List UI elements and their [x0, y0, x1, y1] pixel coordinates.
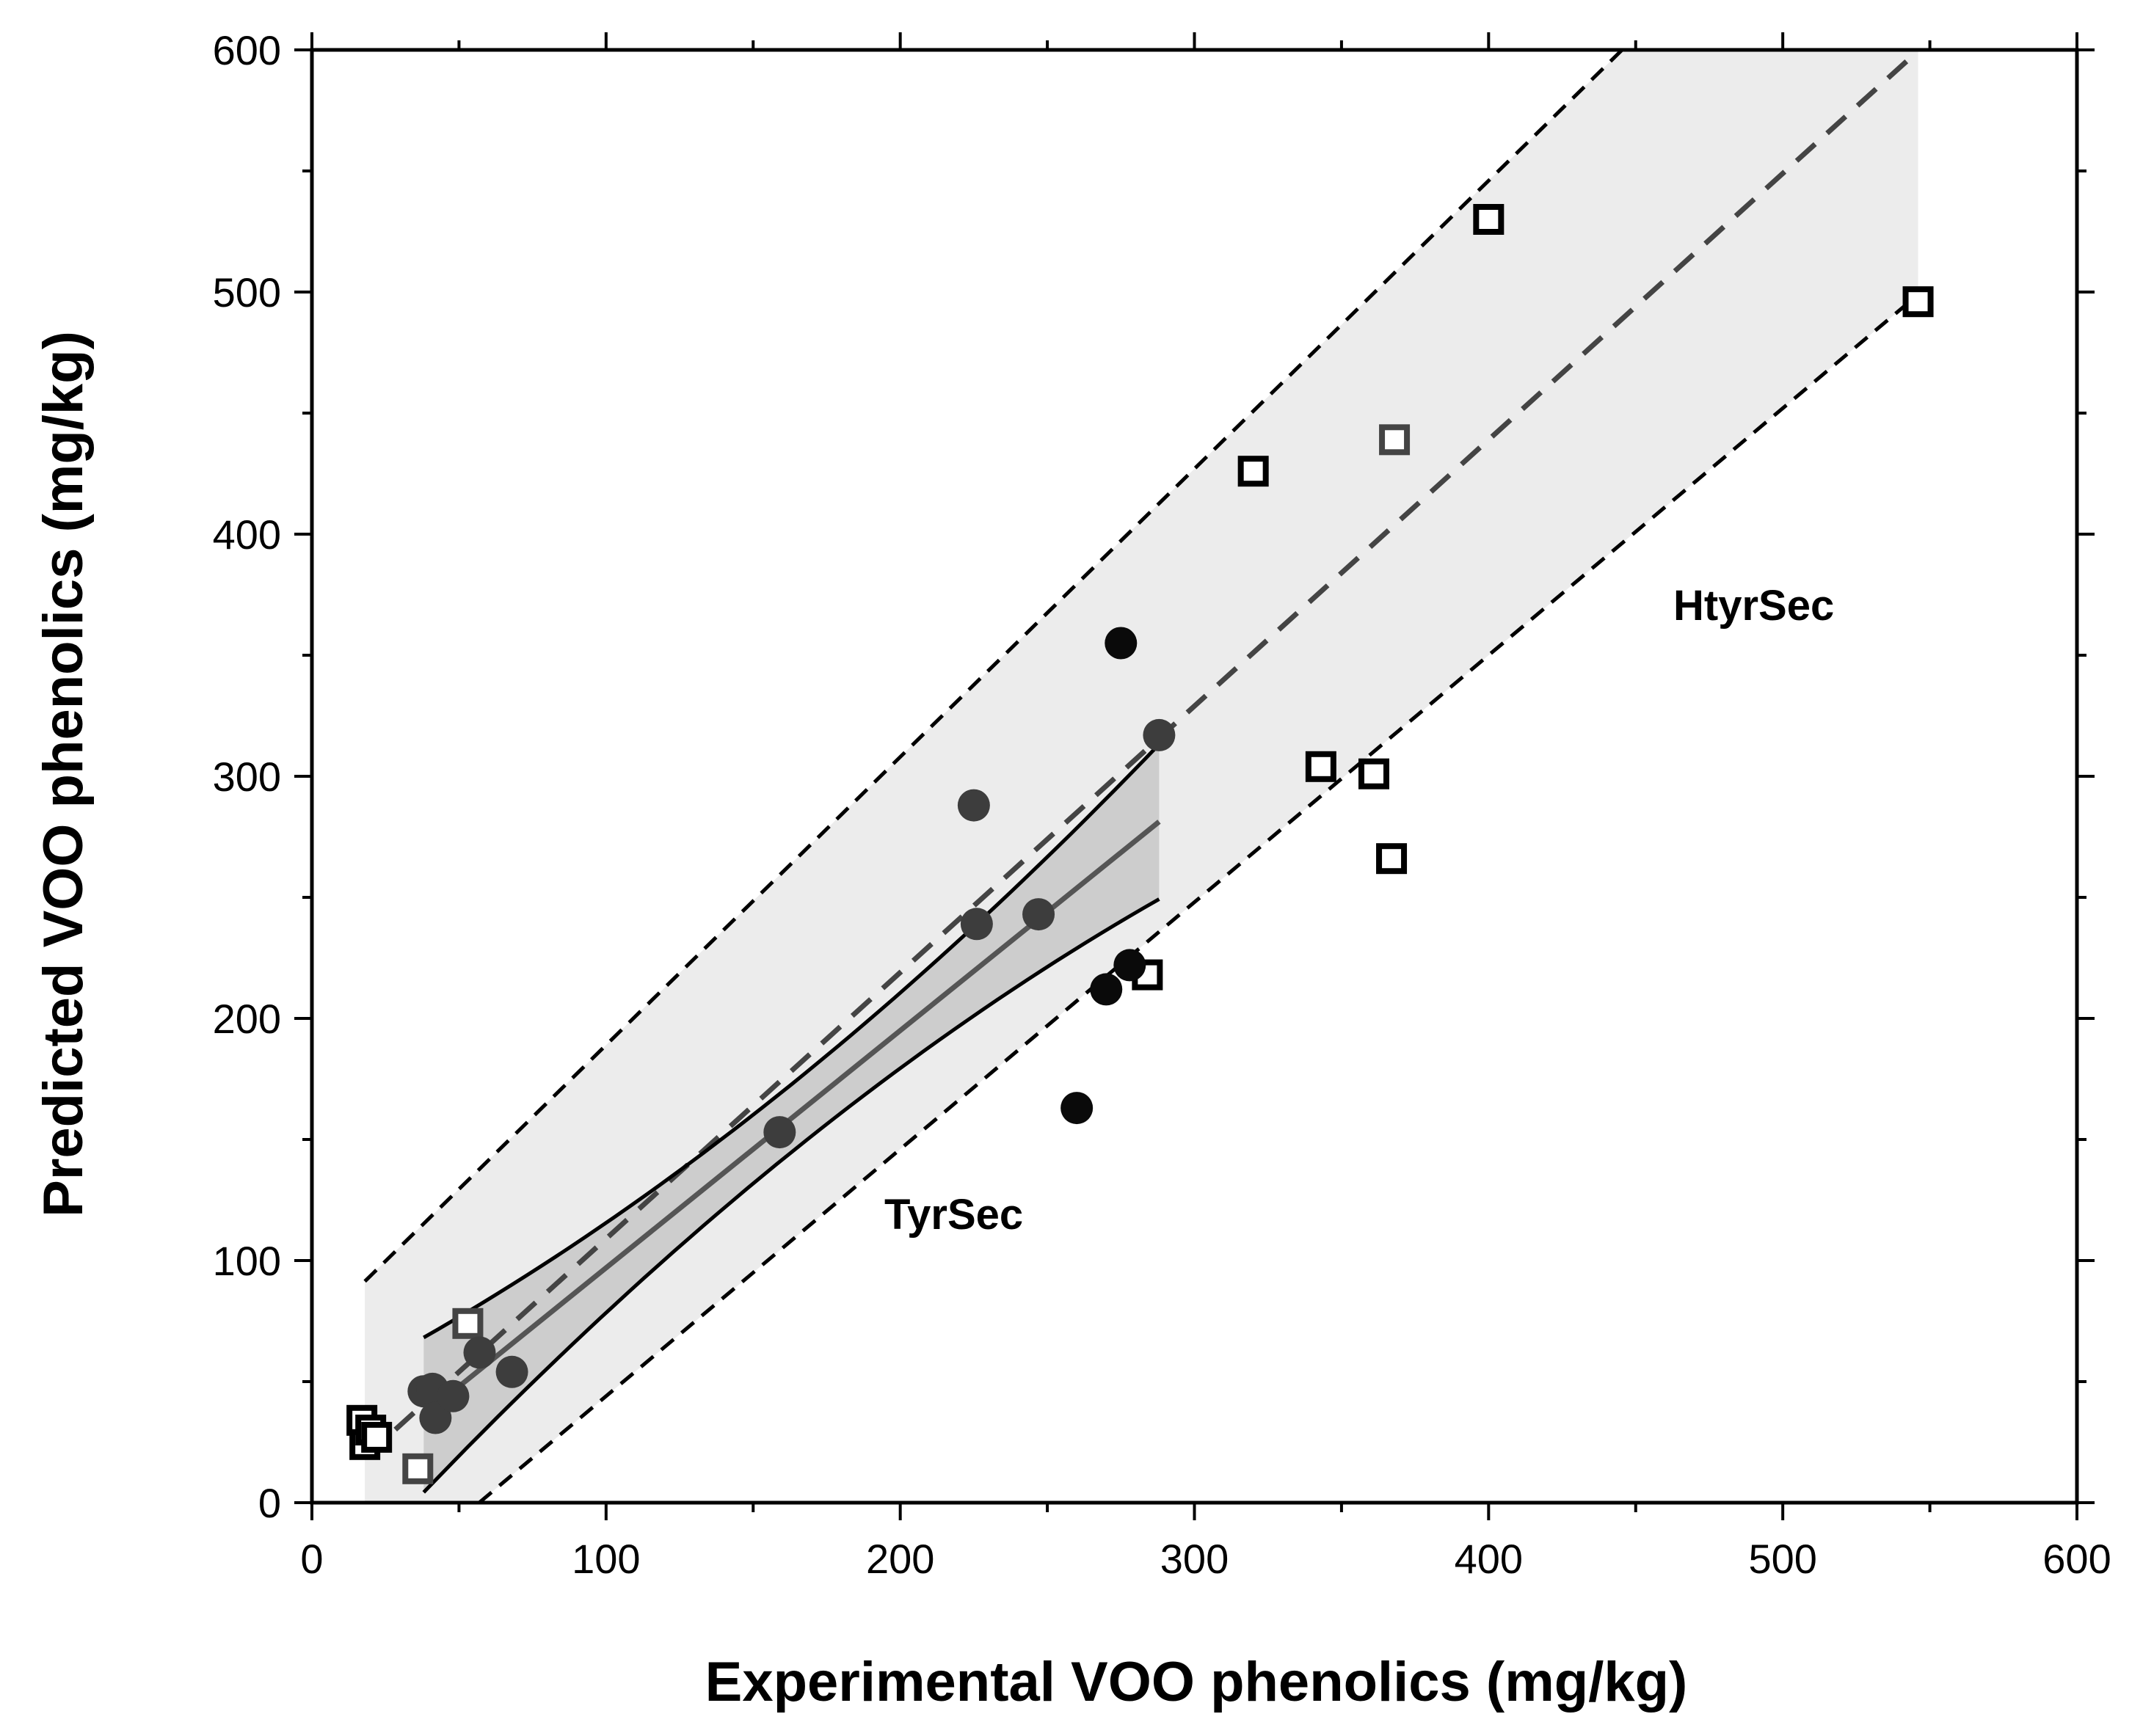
tyrsec-point [1060, 1092, 1094, 1125]
y-tick-label: 600 [213, 27, 281, 73]
tyrsec-point [463, 1336, 496, 1369]
htyrsec-point [1305, 751, 1336, 782]
htyrsec-point [1358, 758, 1390, 789]
htyrsec-point [1902, 286, 1934, 318]
confidence-lower-line [422, 897, 1160, 1494]
x-tick-label: 0 [300, 1536, 323, 1582]
htyrsec-point [402, 1453, 434, 1484]
tyrsec-point [1113, 949, 1146, 982]
y-tick-label: 500 [213, 269, 281, 316]
x-tick-label: 100 [572, 1536, 640, 1582]
prediction-upper-line [363, 50, 1623, 1283]
y-tick-label: 400 [213, 511, 281, 558]
htyrsec-point [1379, 424, 1411, 456]
annotation-tyrsec: TyrSec [884, 1191, 1023, 1239]
x-tick-label: 500 [1748, 1536, 1816, 1582]
tyrsec-point [957, 789, 990, 822]
ticks-layer: 0 100 200 300 400 500 600 0 100 200 300 400 500 600 [213, 27, 2111, 1582]
tyrsec-point [495, 1355, 528, 1388]
htyrsec-point [361, 1421, 393, 1453]
tyrsec-point [437, 1379, 470, 1412]
y-tick-label: 200 [213, 996, 281, 1042]
x-tick-label: 600 [2042, 1536, 2111, 1582]
tyrsec-point [1143, 718, 1176, 751]
tyrsec-point [1022, 898, 1055, 931]
x-tick-label: 400 [1455, 1536, 1523, 1582]
htyrsec-point [1237, 456, 1269, 487]
y-axis-title: Predicted VOO phenolics (mg/kg) [32, 331, 95, 1217]
y-tick-label: 0 [258, 1480, 281, 1526]
y-tick-label: 300 [213, 754, 281, 800]
bands-layer [363, 50, 1920, 1503]
prediction-lower-line [478, 293, 1920, 1503]
tyrsec-point [763, 1116, 796, 1149]
htyrsec-point [452, 1308, 484, 1339]
htyrsec-point [1473, 204, 1505, 235]
tyrsec-point [960, 908, 993, 941]
x-tick-label: 200 [866, 1536, 934, 1582]
htyrsec-fit-line [363, 50, 1920, 1459]
points-layer [346, 204, 1934, 1484]
annotation-htyrsec: HtyrSec [1673, 582, 1834, 630]
x-tick-label: 300 [1160, 1536, 1229, 1582]
tyrsec-point [1105, 627, 1138, 660]
x-axis-title: Experimental VOO phenolics (mg/kg) [705, 1651, 1688, 1713]
tyrsec-point [1090, 973, 1123, 1006]
htyrsec-point [1376, 843, 1408, 875]
y-tick-label: 100 [213, 1238, 281, 1284]
confidence-upper-line [423, 743, 1161, 1340]
tyrsec-point [419, 1401, 452, 1434]
